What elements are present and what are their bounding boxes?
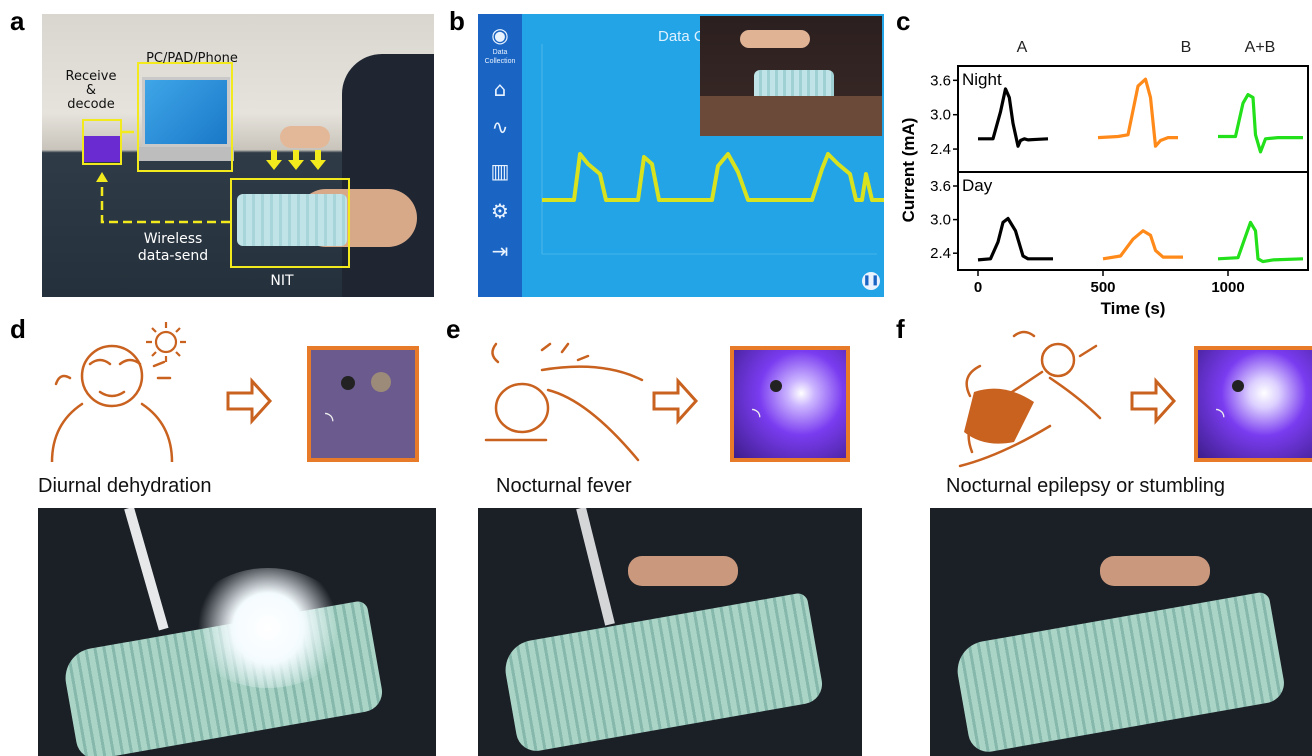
y-tick-label-1-1: 3.0 xyxy=(930,212,951,229)
device-led-off xyxy=(371,372,391,392)
caption-d: Diurnal dehydration xyxy=(38,475,212,497)
device-led-dark-e xyxy=(770,380,782,392)
caption-f: Nocturnal epilepsy or stumbling xyxy=(946,475,1226,497)
device-led-dark xyxy=(341,376,355,390)
database-icon[interactable]: ▥ xyxy=(490,159,510,183)
nit-box-outline xyxy=(230,178,350,268)
receiver-box xyxy=(84,136,122,162)
chart-icon[interactable]: ∿ xyxy=(491,115,509,139)
series-night-2 xyxy=(1218,93,1303,154)
series-day-0 xyxy=(977,216,1053,262)
panel-label-d: d xyxy=(10,314,26,344)
panel-name-day: Day xyxy=(962,176,993,195)
textile-photo-f xyxy=(930,508,1312,756)
y-tick-label-0-0: 2.4 xyxy=(930,141,951,158)
annotation-arrows xyxy=(96,130,326,224)
y-tick-label-1-0: 2.4 xyxy=(930,245,951,262)
wireless-icon-d: ◝ xyxy=(325,408,334,433)
data-collection-app: ◉ Data Collection ⌂ ∿ ▥ ⚙ ⇥ Data C ❚❚ xyxy=(478,14,884,297)
trace-line xyxy=(542,152,884,202)
x-tick-label-2: 1000 xyxy=(1211,279,1244,296)
receiver-box-outline xyxy=(82,119,122,165)
label-nit: NIT xyxy=(270,273,294,289)
panel-label-b: b xyxy=(449,6,465,36)
nit-textile xyxy=(237,194,347,246)
sidebar-caption-line2: Collection xyxy=(484,58,516,65)
x-tick-label-0: 0 xyxy=(974,279,982,296)
panel-label-c: c xyxy=(896,6,911,36)
right-arrow-icon-e xyxy=(652,377,699,425)
x-tick-label-1: 500 xyxy=(1090,279,1115,296)
device-photo-e: ◝ xyxy=(730,346,850,462)
label-pc-pad-phone: PC/PAD/Phone xyxy=(146,51,238,66)
label-receive-line1: Receive xyxy=(65,69,117,84)
logout-icon[interactable]: ⇥ xyxy=(491,239,509,263)
device-photo-d: ◝ xyxy=(307,346,419,462)
falling-person-sketch xyxy=(958,330,1102,468)
laptop-base xyxy=(138,147,234,161)
right-arrow-icon-f xyxy=(1130,377,1177,425)
label-wireless-line1: Wireless xyxy=(143,231,203,247)
device-photo-f: ◝ xyxy=(1194,346,1312,462)
pipette-d xyxy=(124,508,169,631)
sweating-person-sketch xyxy=(50,344,174,462)
series-night-0 xyxy=(978,87,1049,148)
y-tick-label-0-2: 3.6 xyxy=(930,72,951,89)
hand-f xyxy=(1100,556,1210,586)
inset-hand xyxy=(740,30,810,48)
textile-photo-d xyxy=(38,508,436,756)
x-axis-label: Time (s) xyxy=(1101,299,1166,318)
fever-sleeper-sketch xyxy=(484,342,644,462)
textile-photo-e xyxy=(478,508,862,756)
panel-label-e: e xyxy=(446,314,461,344)
home-icon[interactable]: ⌂ xyxy=(493,77,507,101)
column-header-2: A+B xyxy=(1245,39,1276,56)
series-day-2 xyxy=(1217,220,1304,264)
panel-label-a: a xyxy=(10,6,25,36)
person-silhouette xyxy=(342,54,434,297)
settings-icon[interactable]: ⚙ xyxy=(491,199,509,223)
series-night-1 xyxy=(1097,77,1178,148)
label-receive-line2: & xyxy=(85,83,97,98)
inset-arm xyxy=(700,96,882,136)
app-sidebar: ◉ Data Collection ⌂ ∿ ▥ ⚙ ⇥ xyxy=(478,14,522,297)
app-logo-icon: ◉ xyxy=(491,23,509,47)
photo-setup: PC/PAD/Phone Receive & decode Wireless d… xyxy=(42,14,434,297)
current-chart: A B A+B Night 2.4 3.0 3.6 Day 2.4 3.0 3.6 0 500 1000 T… xyxy=(899,39,1309,318)
right-arrow-icon-d xyxy=(226,377,273,425)
device-led-dark-f xyxy=(1232,380,1244,392)
sun-icon xyxy=(146,322,186,362)
y-tick-label-1-2: 3.6 xyxy=(930,178,951,195)
hand-e xyxy=(628,556,738,586)
series-day-1 xyxy=(1102,229,1183,261)
label-receive: Receive & decode xyxy=(58,70,124,112)
label-wireless-line2: data-send xyxy=(137,248,209,264)
laptop-box-outline xyxy=(137,62,233,172)
wireless-icon-e: ◝ xyxy=(752,404,761,429)
y-tick-label-0-1: 3.0 xyxy=(930,107,951,124)
column-header-0: A xyxy=(1017,39,1028,56)
y-axis-label: Current (mA) xyxy=(899,118,918,223)
panel-label-f: f xyxy=(896,314,905,344)
hand-hover xyxy=(280,126,330,148)
sidebar-caption-line1: Data xyxy=(492,49,508,56)
caption-e: Nocturnal fever xyxy=(496,475,632,497)
textile-e xyxy=(500,591,826,755)
textile-f xyxy=(952,591,1288,755)
laptop-screen xyxy=(142,77,230,147)
inset-photo xyxy=(700,16,882,136)
wireless-icon-f: ◝ xyxy=(1216,404,1225,429)
chart-frame-day xyxy=(957,171,1309,271)
label-receive-line3: decode xyxy=(67,97,115,112)
column-header-1: B xyxy=(1181,39,1192,56)
label-wireless: Wireless data-send xyxy=(118,232,228,263)
live-trace-plot xyxy=(541,44,884,255)
pause-button[interactable]: ❚❚ xyxy=(862,272,880,290)
panel-name-night: Night xyxy=(962,70,1002,89)
light-glow-d xyxy=(188,568,348,688)
pipette-e xyxy=(576,508,615,626)
sidebar-caption: Data Collection xyxy=(478,48,522,66)
app-title: Data C xyxy=(658,28,705,45)
